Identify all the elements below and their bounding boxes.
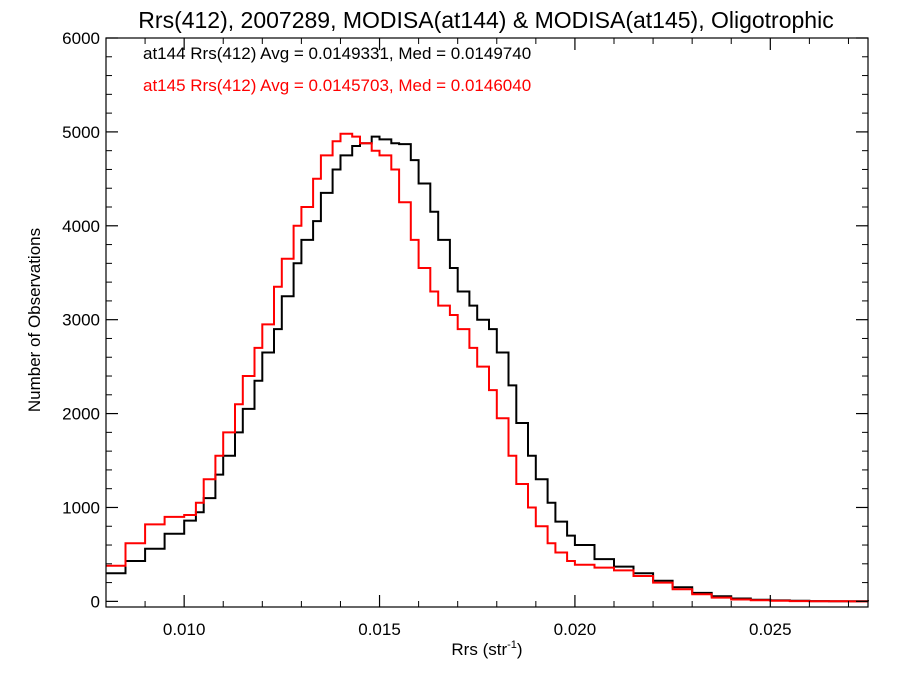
x-axis-label-close: )	[517, 640, 523, 659]
x-tick-label: 0.025	[749, 620, 792, 639]
legend-annotation-at145: at145 Rrs(412) Avg = 0.0145703, Med = 0.…	[143, 76, 531, 95]
y-tick-label: 2000	[62, 405, 100, 424]
series-line-at144	[106, 135, 869, 603]
y-axis: 0 1000 2000 3000 4000 5000 6000	[62, 29, 868, 611]
series-line-at145	[106, 132, 868, 603]
x-tick-label: 0.015	[358, 620, 401, 639]
y-tick-label: 3000	[62, 311, 100, 330]
x-tick-label: 0.020	[554, 620, 597, 639]
y-tick-label: 5000	[62, 123, 100, 142]
x-axis-label-superscript: -1	[507, 639, 517, 651]
y-tick-label: 6000	[62, 29, 100, 48]
y-axis-label: Number of Observations	[25, 228, 44, 412]
x-axis: 0.010 0.015 0.020 0.025	[105, 38, 849, 639]
series-layer	[106, 132, 869, 603]
x-axis-label-main: Rrs (str	[451, 640, 507, 659]
plot-frame	[105, 37, 869, 608]
plot-area: 0.010 0.015 0.020 0.025 0 1000 2000 3000 4000 50…	[62, 29, 869, 639]
x-tick-label: 0.010	[163, 620, 206, 639]
y-tick-label: 4000	[62, 217, 100, 236]
legend-annotation-at144: at144 Rrs(412) Avg = 0.0149331, Med = 0.…	[143, 44, 531, 63]
x-axis-label: Rrs (str-1)	[451, 639, 522, 659]
y-tick-label: 1000	[62, 498, 100, 517]
y-tick-label: 0	[91, 592, 100, 611]
chart-title: Rrs(412), 2007289, MODISA(at144) & MODIS…	[138, 7, 833, 33]
